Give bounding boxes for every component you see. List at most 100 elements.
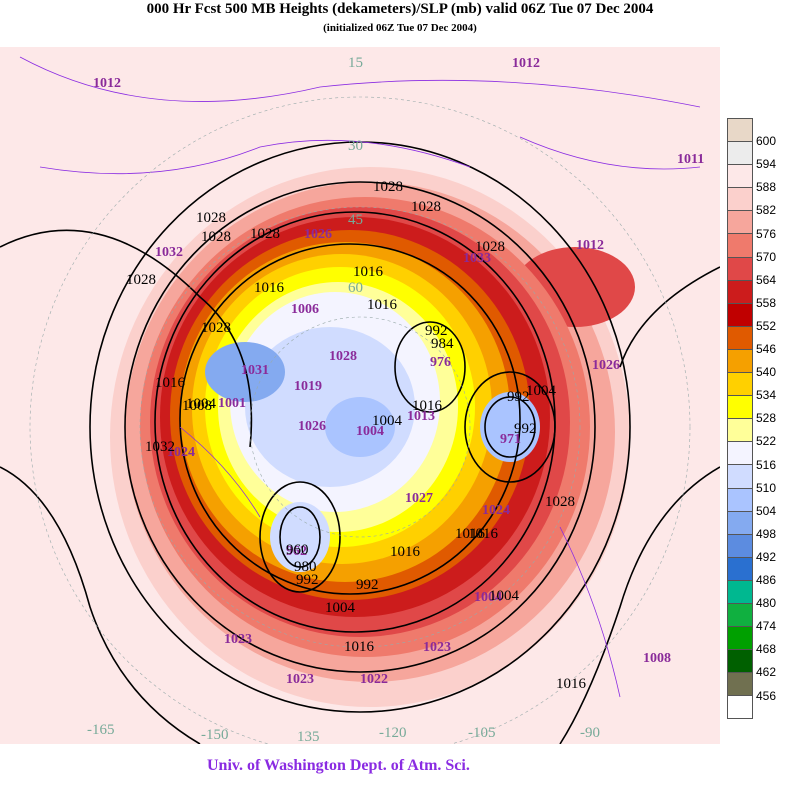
lon-label: -105: [468, 725, 496, 741]
legend-label: 540: [756, 365, 777, 380]
contour-label: 1028: [411, 199, 441, 215]
pressure-label: 1004: [474, 590, 502, 605]
contour-label: 984: [431, 336, 454, 352]
legend-label: 462: [756, 665, 777, 680]
graticule: [29, 96, 691, 744]
pressure-label: 1012: [93, 76, 121, 91]
legend-label: 588: [756, 180, 777, 195]
chart-subtitle: (initialized 06Z Tue 07 Dec 2004): [323, 22, 477, 34]
legend-swatch: [727, 348, 753, 373]
legend-label: 600: [756, 134, 777, 149]
contour-label: 1004: [186, 396, 217, 412]
lon-label: -165: [87, 722, 115, 738]
legend-label: 522: [756, 434, 777, 449]
borders: [19, 56, 701, 698]
contour-label: 1016: [556, 676, 587, 692]
pressure-centers: 1012 1012 1011 1032 1033 1012 1026 1006 …: [93, 56, 704, 687]
contour-label: 980: [294, 559, 317, 575]
contour-label: 1016: [344, 639, 375, 655]
contour-label: 992: [356, 577, 379, 593]
low-south: [270, 502, 330, 572]
contour-label: 1028: [475, 239, 505, 255]
pressure-label: 976: [430, 355, 451, 370]
pressure-label: 1023: [224, 632, 252, 647]
low-west: [205, 342, 285, 402]
contour-label: 1016: [412, 398, 443, 414]
legend-swatch: [727, 164, 753, 188]
pressure-label: 1031: [241, 363, 269, 378]
pressure-label: 1026: [298, 419, 326, 434]
pressure-label: 1033: [463, 251, 491, 266]
contour-label: 1028: [373, 179, 403, 195]
contour-label: 1028: [545, 494, 575, 510]
lon-label: -150: [201, 727, 229, 743]
contour-label: 1004: [489, 588, 520, 604]
contour-label: 992: [425, 323, 448, 339]
legend-swatch: [727, 441, 753, 465]
pressure-label: 1013: [407, 409, 435, 424]
contour-label: 1028: [250, 226, 280, 242]
legend-swatch: [727, 187, 753, 211]
contour-label: 1008: [182, 398, 212, 414]
contour-label: 1032: [145, 439, 175, 455]
legend-label: 576: [756, 226, 777, 241]
lon-label: 60: [348, 280, 363, 296]
legend-swatch: [727, 233, 753, 257]
pressure-label: 1027: [405, 491, 433, 506]
contour-label: 1016: [353, 264, 384, 280]
pressure-label: 1032: [155, 245, 183, 260]
pressure-label: 1011: [677, 152, 704, 167]
legend-swatch: [727, 302, 753, 326]
legend-swatch: [727, 210, 753, 234]
pressure-label: 1019: [294, 379, 322, 394]
low-center: [325, 397, 395, 457]
chart-title: 000 Hr Fcst 500 MB Heights (dekameters)/…: [146, 1, 654, 17]
contour-label: 1004: [372, 413, 403, 429]
legend-label: 582: [756, 203, 777, 218]
legend-swatch: [727, 533, 753, 557]
pressure-label: 1023: [423, 640, 451, 655]
lon-label: -120: [379, 725, 407, 741]
legend-swatch: [727, 325, 753, 349]
legend-label: 534: [756, 388, 777, 403]
legend-label: 468: [756, 642, 777, 657]
contour-label: 1028: [196, 210, 226, 226]
footer-credit: Univ. of Washington Dept. of Atm. Sci.: [207, 757, 470, 774]
legend-label: 552: [756, 318, 777, 333]
legend-label: 474: [756, 619, 777, 634]
legend-swatch: [727, 418, 753, 442]
legend-swatch: [727, 256, 753, 280]
contour-label: 1016: [390, 544, 421, 560]
legend-swatch: [727, 372, 753, 396]
legend-label: 564: [756, 272, 777, 287]
contour-label: 960: [286, 542, 309, 558]
pressure-label: 1001: [218, 396, 246, 411]
pressure-label: 1012: [576, 238, 604, 253]
legend-swatch: [727, 672, 753, 696]
legend-swatch: [727, 395, 753, 419]
legend-swatch: [727, 556, 753, 580]
lon-label: 15: [348, 55, 363, 71]
legend-swatch: [727, 510, 753, 534]
legend-label: 546: [756, 342, 777, 356]
contour-label: 1028: [201, 320, 231, 336]
legend-swatch: [727, 602, 753, 627]
legend-label: 486: [756, 573, 777, 587]
contour-label: 1028: [126, 272, 156, 288]
contour-label: 992: [296, 572, 319, 588]
contour-label: 1004: [526, 383, 557, 399]
legend-label: 516: [756, 457, 777, 472]
contour-label: 1016: [367, 297, 398, 313]
contour-label: 1028: [201, 229, 231, 245]
lon-label: 30: [348, 138, 363, 154]
lon-label: 135: [297, 729, 320, 744]
legend-swatch: [727, 279, 753, 303]
pressure-label: 1024: [167, 445, 195, 460]
legend-label: 510: [756, 480, 777, 495]
contour-labels: 1028 1028 1028 1028 1028 1028 1016 1016 …: [126, 179, 587, 692]
legend-swatch: [727, 695, 753, 720]
pressure-label: 1023: [286, 672, 314, 687]
legend-swatch: [727, 649, 753, 673]
legend-swatch: [727, 464, 753, 488]
legend-label: 558: [756, 295, 777, 310]
